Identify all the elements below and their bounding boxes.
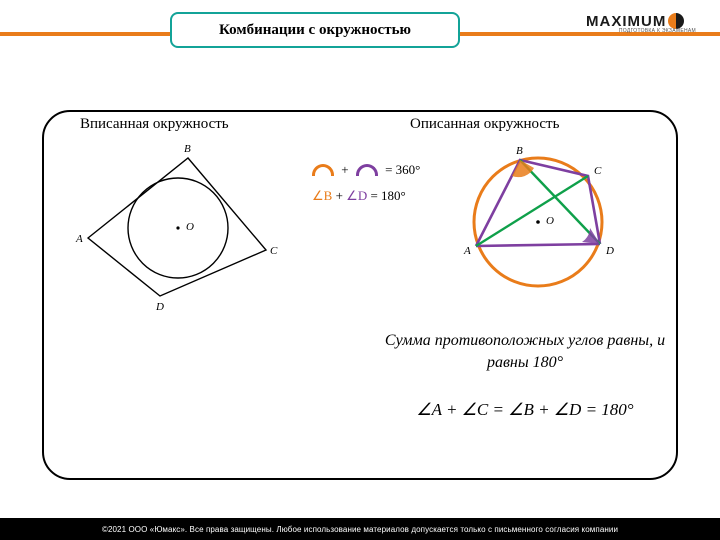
svg-text:D: D bbox=[155, 301, 164, 310]
angle-plus: + bbox=[332, 188, 346, 203]
figure-circumscribed: O A B C D bbox=[430, 140, 650, 310]
arc-sum-rhs: = 360° bbox=[381, 162, 420, 177]
arc-sum-row: + = 360° bbox=[312, 162, 432, 178]
svg-text:C: C bbox=[270, 245, 278, 257]
arc-angle-relations: + = 360° ∠B + ∠D = 180° bbox=[312, 162, 432, 204]
angle-rhs: = 180° bbox=[367, 188, 406, 203]
figure-inscribed: O A B C D bbox=[70, 140, 280, 310]
brand-logo-icon bbox=[668, 13, 684, 29]
svg-text:O: O bbox=[546, 215, 554, 227]
plus-sign: + bbox=[337, 162, 352, 177]
header: Комбинации с окружностью MAXIMUM ПОДГОТО… bbox=[0, 0, 720, 48]
svg-text:D: D bbox=[605, 245, 614, 257]
arc-purple-icon bbox=[356, 164, 378, 176]
arc-orange-icon bbox=[312, 164, 334, 176]
copyright-footer: ©2021 ООО «Юмакс». Все права защищены. Л… bbox=[0, 518, 720, 540]
svg-text:B: B bbox=[516, 145, 523, 157]
left-column-heading: Вписанная окружность bbox=[80, 116, 229, 133]
equation-text: ∠A + ∠C = ∠B + ∠D = 180° bbox=[380, 400, 670, 420]
svg-text:A: A bbox=[75, 233, 83, 245]
page-title: Комбинации с окружностью bbox=[170, 12, 460, 48]
angle-B: ∠B bbox=[312, 188, 332, 203]
brand-logo-subtext: ПОДГОТОВКА К ЭКЗАМЕНАМ bbox=[619, 28, 696, 34]
copyright-text: ©2021 ООО «Юмакс». Все права защищены. Л… bbox=[102, 525, 618, 534]
svg-text:C: C bbox=[594, 165, 602, 177]
right-column-heading: Описанная окружность bbox=[410, 116, 559, 133]
statement-text: Сумма противоположных углов равны, и рав… bbox=[380, 330, 670, 373]
angle-D: ∠D bbox=[346, 188, 367, 203]
svg-text:O: O bbox=[186, 221, 194, 233]
angle-sum-row: ∠B + ∠D = 180° bbox=[312, 188, 432, 204]
svg-text:A: A bbox=[463, 245, 471, 257]
svg-text:B: B bbox=[184, 143, 191, 155]
brand-logo-text: MAXIMUM bbox=[586, 13, 666, 30]
